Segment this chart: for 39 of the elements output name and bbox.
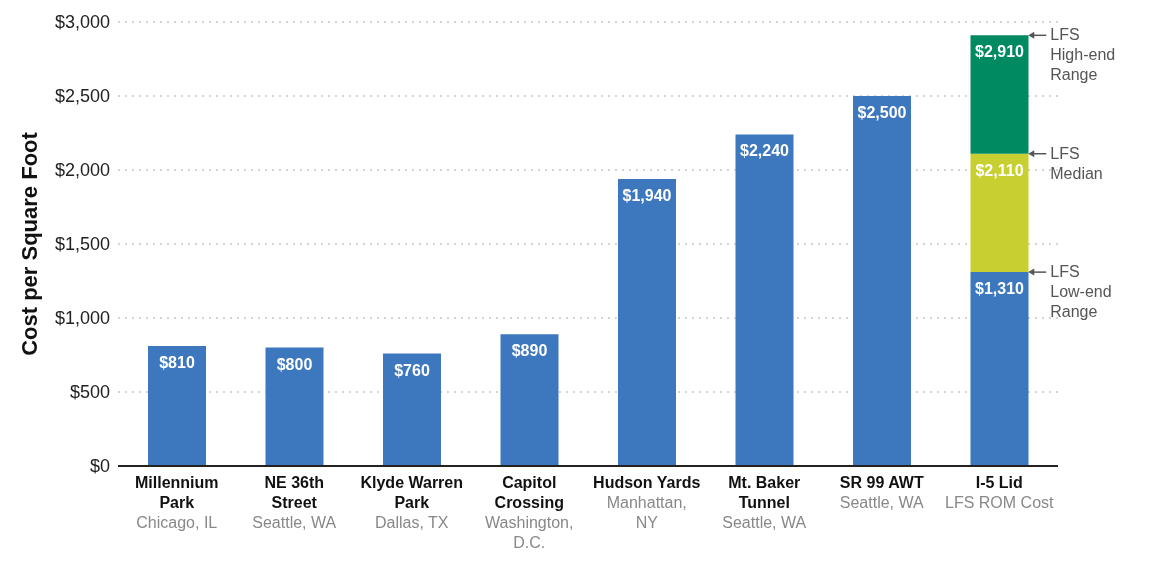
x-tick-label: Capitol Crossing Washington, D.C. — [485, 474, 574, 551]
bar — [970, 272, 1029, 466]
bar — [618, 178, 676, 466]
data-label: $2,500 — [857, 104, 907, 121]
data-label: $2,110 — [975, 161, 1024, 179]
x-tick-label: Hudson Yards Manhattan, NY — [593, 474, 701, 531]
y-tick-label: $2,000 — [54, 160, 110, 181]
data-label: $2,910 — [975, 43, 1025, 61]
y-tick-label: $0 — [89, 456, 110, 477]
bar — [383, 353, 441, 466]
annotation: LFS Low-end Range — [1050, 263, 1112, 321]
data-label: $890 — [511, 342, 548, 360]
bar — [970, 153, 1029, 273]
data-label: $810 — [159, 354, 195, 372]
x-tick-label: Klyde Warren Park Dallas, TX — [360, 474, 464, 531]
y-tick-label: $500 — [69, 382, 110, 403]
data-label: $760 — [394, 361, 430, 379]
x-tick-label: Millennium Park Chicago, IL — [134, 474, 219, 531]
bar — [735, 134, 794, 466]
bar — [970, 35, 1029, 154]
x-tick-label: I-5 Lid LFS ROM Cost — [945, 474, 1055, 511]
bar — [265, 347, 324, 466]
bar — [853, 96, 911, 466]
bar — [500, 334, 559, 466]
annotation: LFS High-end Range — [1050, 26, 1116, 84]
y-tick-label: $1,500 — [54, 234, 110, 255]
data-label: $1,310 — [975, 280, 1025, 298]
bar — [148, 346, 206, 466]
y-axis-title: Cost per Square Foot — [16, 131, 42, 356]
data-label: $800 — [276, 355, 313, 373]
y-tick-label: $2,500 — [54, 86, 110, 107]
data-label: $1,940 — [622, 186, 672, 204]
x-tick-label: NE 36th Street Seattle, WA — [252, 474, 337, 531]
y-tick-label: $3,000 — [54, 12, 110, 33]
y-tick-label: $1,000 — [54, 308, 110, 329]
x-tick-label: SR 99 AWT Seattle, WA — [839, 474, 925, 511]
annotation: LFS Median — [1050, 144, 1103, 182]
data-label: $2,240 — [740, 142, 790, 160]
x-tick-label: Mt. Baker Tunnel Seattle, WA — [722, 474, 807, 531]
